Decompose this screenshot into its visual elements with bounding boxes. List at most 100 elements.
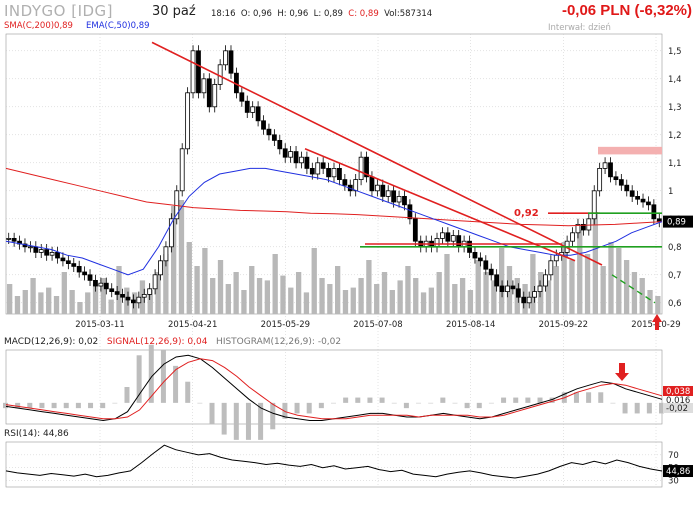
volume-bar (225, 284, 231, 314)
candle-body (44, 249, 50, 256)
resistance-zone (598, 146, 662, 155)
volume-bar (131, 292, 138, 314)
volume-bar (22, 290, 28, 314)
volume-value: Vol:587314 (384, 9, 433, 19)
macd-histogram-bar (586, 392, 592, 403)
candle-body (320, 162, 326, 169)
candle-body (261, 120, 266, 130)
macd-legend-macd: MACD(12,26,9): 0,02 (4, 337, 99, 347)
volume-bar (249, 266, 255, 314)
y-tick-label: 1,3 (668, 103, 682, 113)
macd-histogram-bar (124, 387, 130, 403)
sma200-line (5, 167, 663, 227)
candle-body (168, 218, 174, 248)
volume-bar (342, 290, 349, 314)
ohlc-readout: 18:16 O: 0,96 H: 0,96 L: 0,89 C: 0,89 Vo… (211, 9, 432, 19)
macd-histogram-bar (416, 402, 422, 404)
candle-body (38, 249, 44, 253)
rsi-tick-label: 30 (668, 477, 679, 487)
macd-histogram-bar (88, 402, 94, 409)
macd-signal-tag (663, 386, 693, 396)
volume-bar (61, 272, 67, 314)
macd-histogram-bar (270, 402, 276, 430)
volume-bar (147, 290, 153, 314)
candle-body (570, 232, 575, 242)
macd-histogram-bar (197, 402, 203, 404)
candle-body (27, 246, 33, 249)
candle-body (271, 134, 277, 141)
macd-histogram-bar (282, 402, 288, 419)
dashed-trend-line (611, 274, 656, 304)
sma-legend: SMA(C,200)0,89 (4, 21, 73, 31)
candle-body (293, 151, 299, 164)
candle-body (510, 285, 516, 290)
macd-histogram-bar (51, 402, 57, 409)
volume-bar (553, 266, 559, 314)
candle-body (71, 263, 77, 267)
candle-body (11, 237, 17, 242)
macd-label-macd: 0,016 (666, 396, 690, 406)
candle-body (60, 257, 66, 262)
macd-histogram-bar (245, 402, 251, 440)
volume-bar (459, 278, 466, 314)
volume-bar (288, 287, 294, 314)
volume-bar (600, 266, 606, 314)
macd-histogram-bar (3, 402, 8, 409)
macd-histogram-bar (318, 402, 324, 409)
candle-body (651, 204, 657, 220)
volume-bar (577, 230, 583, 314)
volume-bar (467, 290, 474, 314)
volume-bar (116, 266, 122, 314)
volume-bar (350, 287, 356, 314)
candle-body (450, 235, 456, 242)
volume-bar (77, 302, 83, 314)
volume-bar (14, 296, 21, 314)
candle-body (136, 296, 142, 304)
candle-body (586, 218, 592, 231)
down-arrow-icon (615, 363, 629, 381)
macd-hist-tag (663, 403, 693, 413)
high-value: H: 0,96 (277, 9, 309, 19)
candle-body (114, 291, 120, 295)
volume-bar (420, 292, 427, 314)
volume-bar (655, 296, 661, 314)
volume-bar (217, 260, 224, 314)
candle-body (337, 167, 342, 180)
candle-body (412, 218, 418, 242)
candle-body (179, 148, 185, 192)
macd-histogram-bar (100, 402, 106, 409)
price-change: -0,06 PLN (-6,32%) (561, 2, 692, 19)
volume-bar (405, 266, 411, 314)
volume-bar (413, 278, 419, 314)
macd-histogram-bar (367, 397, 373, 403)
candle-body (548, 260, 554, 276)
volume-bar (46, 287, 52, 314)
macd-histogram-bar (136, 355, 142, 403)
volume-bar (30, 278, 36, 314)
macd-histogram-bar (634, 402, 640, 414)
volume-bar (499, 248, 505, 314)
candle-body (141, 293, 147, 298)
downtrend-line (151, 41, 603, 266)
candle-body (185, 92, 191, 150)
candle-body (472, 251, 478, 259)
volume-bar (389, 290, 395, 314)
volume-bar (335, 266, 341, 314)
volume-bar (327, 284, 333, 314)
candle-body (477, 257, 483, 262)
volume-bar (483, 272, 489, 314)
candle-body (87, 274, 93, 281)
candle-body (597, 167, 603, 192)
macd-histogram-bar (428, 402, 434, 404)
close-value: C: 0,89 (348, 9, 379, 19)
candle-body (499, 285, 505, 292)
candle-body (396, 195, 402, 203)
candle-body (33, 246, 39, 253)
candle-body (282, 148, 288, 158)
ema50-line (5, 167, 663, 276)
volume-bar (171, 206, 177, 314)
candle-body (55, 251, 60, 259)
candle-body (196, 50, 201, 94)
candle-body (304, 156, 310, 169)
candle-body (309, 167, 315, 175)
